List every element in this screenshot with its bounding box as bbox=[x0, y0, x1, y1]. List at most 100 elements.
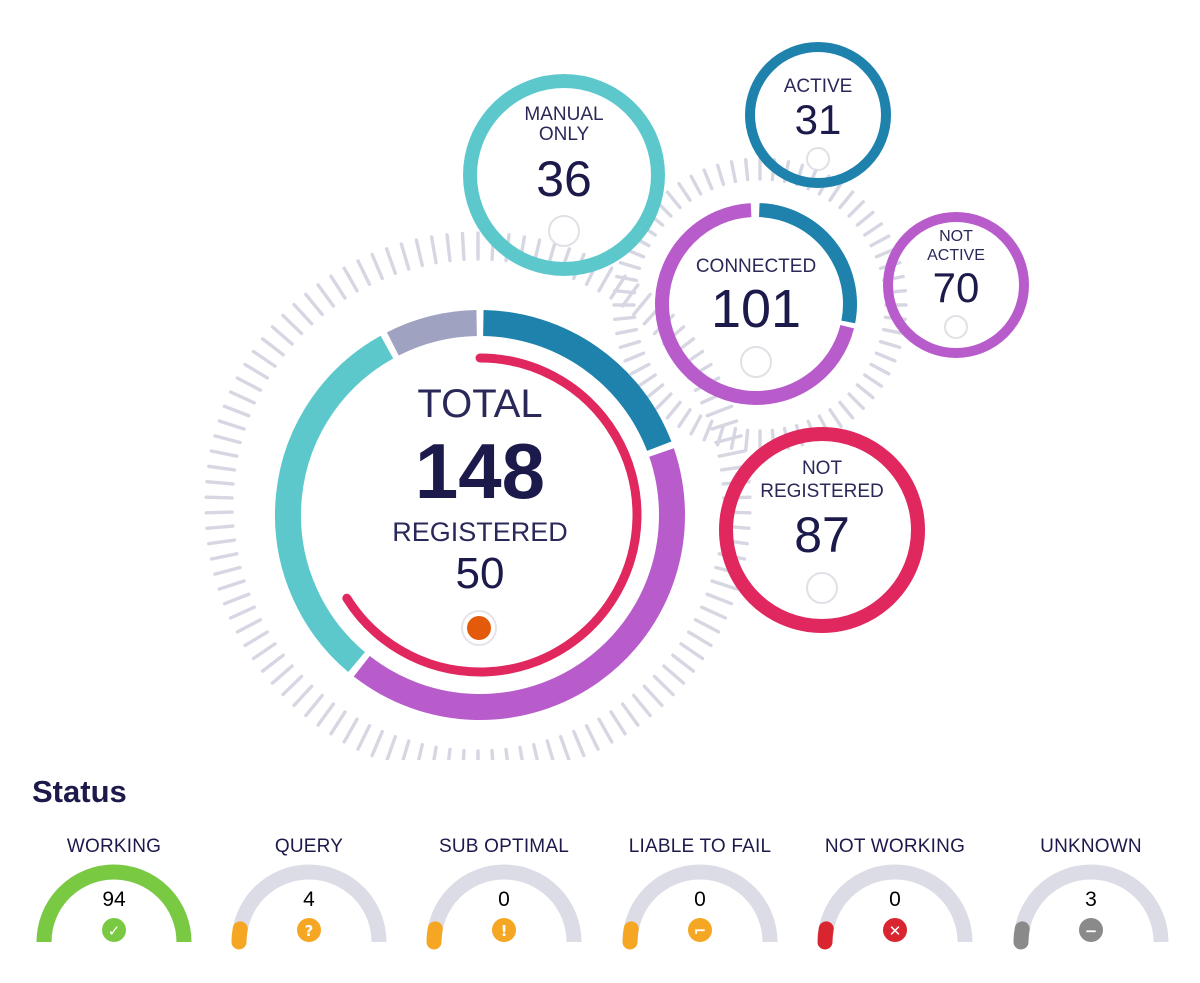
icon-glyph: ! bbox=[501, 922, 508, 940]
icon-bg bbox=[492, 918, 516, 942]
tick-mark bbox=[828, 408, 843, 429]
status-title: Status bbox=[32, 774, 127, 809]
registered-indicator-dot[interactable] bbox=[467, 616, 491, 640]
tick-mark bbox=[213, 565, 242, 576]
not-active-indicator[interactable] bbox=[944, 315, 968, 339]
tick-mark bbox=[370, 729, 384, 758]
gauge-fill bbox=[622, 921, 639, 950]
status-query[interactable]: QUERY ? 4 bbox=[211, 832, 407, 962]
active-circle bbox=[745, 42, 891, 188]
tick-mark bbox=[235, 618, 263, 634]
gauge-track bbox=[1013, 864, 1169, 943]
tick-mark bbox=[518, 745, 524, 760]
tick-mark bbox=[700, 605, 728, 620]
tick-mark bbox=[847, 200, 865, 218]
active-ring[interactable]: ACTIVE 31 bbox=[784, 76, 853, 171]
tick-mark bbox=[655, 392, 673, 410]
tick-mark bbox=[597, 717, 614, 744]
not-registered-indicator[interactable] bbox=[806, 572, 838, 604]
not-registered-label-2: REGISTERED bbox=[760, 481, 884, 502]
ring-arcs bbox=[275, 42, 1029, 720]
status-sub-optimal[interactable]: SUB OPTIMAL ! 0 bbox=[406, 832, 602, 962]
tick-mark bbox=[618, 260, 642, 271]
gauge-fill bbox=[231, 921, 248, 950]
tick-mark bbox=[304, 693, 324, 718]
tick-mark bbox=[662, 664, 686, 685]
tick-mark bbox=[618, 339, 642, 350]
tick-mark bbox=[609, 710, 627, 736]
tick-mark bbox=[217, 579, 246, 591]
minus-icon: − bbox=[1079, 918, 1103, 942]
tick-mark bbox=[251, 349, 277, 368]
tick-mark bbox=[401, 739, 411, 760]
tick-mark bbox=[717, 449, 747, 458]
tick-mark bbox=[251, 642, 277, 661]
tick-mark bbox=[671, 653, 696, 673]
status-unknown-gauge: − bbox=[1013, 864, 1169, 950]
tick-mark bbox=[615, 274, 639, 283]
tick-mark bbox=[316, 283, 336, 308]
tick-mark bbox=[855, 210, 875, 227]
manual-only-indicator[interactable] bbox=[548, 215, 580, 247]
icon-bg bbox=[102, 918, 126, 942]
tick-mark bbox=[705, 592, 734, 606]
tick-mark bbox=[710, 579, 739, 591]
tick-mark bbox=[213, 434, 242, 445]
connected-ring[interactable]: CONNECTED 101 bbox=[696, 256, 816, 378]
gauge-fill bbox=[36, 864, 192, 943]
tick-mark bbox=[356, 259, 372, 286]
exclamation-icon: ! bbox=[492, 918, 516, 942]
status-not-working-label: NOT WORKING bbox=[824, 836, 966, 857]
tick-mark bbox=[222, 404, 251, 418]
tick-mark bbox=[679, 642, 705, 661]
tick-mark bbox=[828, 181, 843, 202]
tick-mark bbox=[702, 168, 714, 191]
registered-indicator-ring bbox=[461, 610, 497, 646]
status-query-value: 4 bbox=[303, 888, 315, 911]
manual-only-ring[interactable]: MANUAL ONLY 36 bbox=[524, 104, 604, 247]
status-unknown[interactable]: UNKNOWN − 3 bbox=[993, 832, 1189, 962]
status-liable-to-fail[interactable]: LIABLE TO FAIL ⌐ 0 bbox=[602, 832, 798, 962]
connected-value: 101 bbox=[711, 279, 801, 339]
tick-mark bbox=[342, 266, 359, 293]
gauge-fill bbox=[817, 921, 834, 950]
rings-diagram: TOTAL 148 REGISTERED 50 MANUAL ONLY 36 A… bbox=[204, 42, 1029, 760]
tick-mark bbox=[693, 618, 721, 634]
gauge-fill bbox=[426, 921, 443, 950]
manual-only-label-2: ONLY bbox=[539, 124, 590, 145]
tick-mark bbox=[715, 423, 726, 447]
tick-mark bbox=[532, 742, 540, 760]
check-icon: ✓ bbox=[102, 918, 126, 942]
not-registered-ring[interactable]: NOT REGISTERED 87 bbox=[760, 458, 884, 604]
total-ring[interactable]: TOTAL 148 REGISTERED 50 bbox=[392, 382, 568, 646]
connected-indicator[interactable] bbox=[740, 346, 772, 378]
tick-mark bbox=[384, 247, 398, 276]
tick-mark bbox=[584, 724, 600, 751]
tick-mark bbox=[204, 495, 234, 500]
tick-mark bbox=[869, 362, 891, 376]
tick-mark bbox=[205, 524, 235, 530]
outer-tick-ring bbox=[204, 231, 752, 760]
active-value: 31 bbox=[795, 96, 842, 143]
registered-inner-arc bbox=[342, 353, 642, 677]
segment-other-lavender bbox=[386, 310, 478, 356]
status-liable-to-fail-label: LIABLE TO FAIL bbox=[628, 836, 772, 857]
not-active-ring[interactable]: NOT ACTIVE 70 bbox=[927, 228, 985, 339]
tick-mark bbox=[414, 238, 424, 268]
status-working[interactable]: WORKING ✓ 94 bbox=[16, 832, 212, 962]
tick-mark bbox=[642, 684, 664, 708]
tick-mark bbox=[686, 630, 713, 648]
question-icon: ? bbox=[297, 918, 321, 942]
not-active-value: 70 bbox=[933, 264, 980, 311]
tick-mark bbox=[270, 325, 294, 346]
active-indicator[interactable] bbox=[806, 147, 830, 171]
tick-mark bbox=[632, 292, 652, 317]
tick-mark bbox=[204, 510, 234, 515]
tick-mark bbox=[702, 419, 714, 442]
status-not-working[interactable]: NOT WORKING ✕ 0 bbox=[797, 832, 993, 962]
tick-mark bbox=[461, 748, 466, 760]
not-registered-label-1: NOT bbox=[802, 458, 843, 479]
tick-mark bbox=[620, 702, 640, 727]
tick-mark bbox=[235, 376, 263, 392]
status-not-working-value: 0 bbox=[889, 888, 901, 911]
